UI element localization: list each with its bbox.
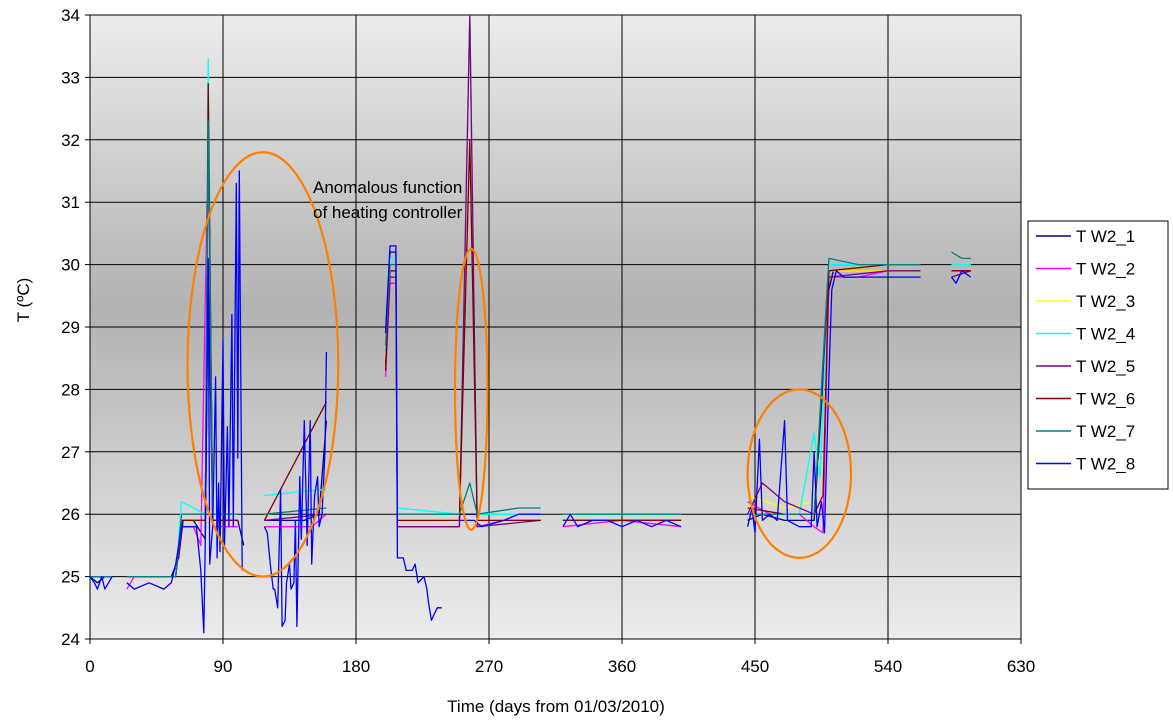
anomaly-highlights [186, 151, 853, 578]
x-tick-label: 0 [85, 657, 94, 676]
legend-label: T W2_1 [1076, 227, 1135, 246]
legend-item: T W2_1 [1036, 227, 1135, 246]
legend-item: T W2_2 [1036, 260, 1135, 279]
y-tick-label: 27 [61, 443, 80, 462]
y-tick-label: 30 [61, 256, 80, 275]
series-line [951, 251, 971, 260]
anomaly-ellipse [746, 388, 853, 559]
legend-label: T W2_6 [1076, 390, 1135, 409]
series-line [951, 270, 972, 278]
legend-item: T W2_6 [1036, 390, 1135, 409]
y-tick-label: 32 [61, 131, 80, 150]
x-tick-label: 360 [608, 657, 636, 676]
y-tick-label: 29 [61, 318, 80, 337]
series-line [384, 263, 541, 515]
x-tick-label: 540 [874, 657, 902, 676]
legend-label: T W2_2 [1076, 260, 1135, 279]
series-line [264, 420, 328, 522]
anomaly-ellipse [186, 151, 340, 578]
series-line [126, 170, 243, 634]
gridlines [89, 14, 1022, 640]
annotation-line-1: Anomalous function [313, 178, 462, 197]
y-tick-label: 33 [61, 68, 80, 87]
legend-label: T W2_5 [1076, 357, 1135, 376]
y-tick-label: 31 [61, 193, 80, 212]
y-tick-label: 25 [61, 568, 80, 587]
x-tick-label: 270 [475, 657, 503, 676]
data-series [90, 15, 972, 634]
series-line [263, 401, 327, 521]
legend: T W2_1 T W2_2 T W2_3 T W2_4 T W2_5 T W2_6 T W2… [1027, 220, 1169, 490]
series-line [384, 245, 442, 621]
x-tick-label: 90 [214, 657, 233, 676]
series-line [950, 270, 972, 284]
x-tick-label: 180 [342, 657, 370, 676]
x-tick-label: 630 [1007, 657, 1035, 676]
series-line [562, 513, 682, 528]
legend-item: T W2_3 [1036, 292, 1135, 311]
legend-item: T W2_4 [1036, 325, 1135, 344]
y-axis-label: T (ºC) [14, 278, 33, 323]
legend-label: T W2_7 [1076, 422, 1135, 441]
legend-label: T W2_3 [1076, 292, 1135, 311]
series-line [747, 257, 921, 515]
legend-item: T W2_8 [1036, 455, 1135, 474]
series-line [90, 575, 113, 590]
x-axis-tick-labels: 0 90 180 270 360 450 540 630 [85, 639, 1035, 676]
series-t-w2-8 [90, 170, 972, 634]
y-tick-label: 28 [61, 380, 80, 399]
series-line [459, 513, 541, 528]
y-axis-tick-labels: 24 25 26 27 28 29 30 31 32 33 34 [61, 6, 90, 649]
legend-box [1027, 220, 1169, 490]
y-tick-label: 24 [61, 630, 80, 649]
anomaly-ellipse [453, 247, 489, 531]
legend-label: T W2_8 [1076, 455, 1135, 474]
legend-item: T W2_5 [1036, 357, 1135, 376]
series-line [264, 507, 327, 515]
series-line [263, 351, 328, 628]
annotation-line-2: of heating controller [313, 203, 463, 222]
y-tick-label: 26 [61, 505, 80, 524]
series-line [384, 139, 541, 522]
legend-label: T W2_4 [1076, 325, 1135, 344]
series-line [746, 270, 921, 534]
x-tick-label: 450 [741, 657, 769, 676]
legend-item: T W2_7 [1036, 422, 1135, 441]
x-axis-label: Time (days from 01/03/2010) [447, 697, 665, 716]
y-tick-label: 34 [61, 6, 80, 25]
